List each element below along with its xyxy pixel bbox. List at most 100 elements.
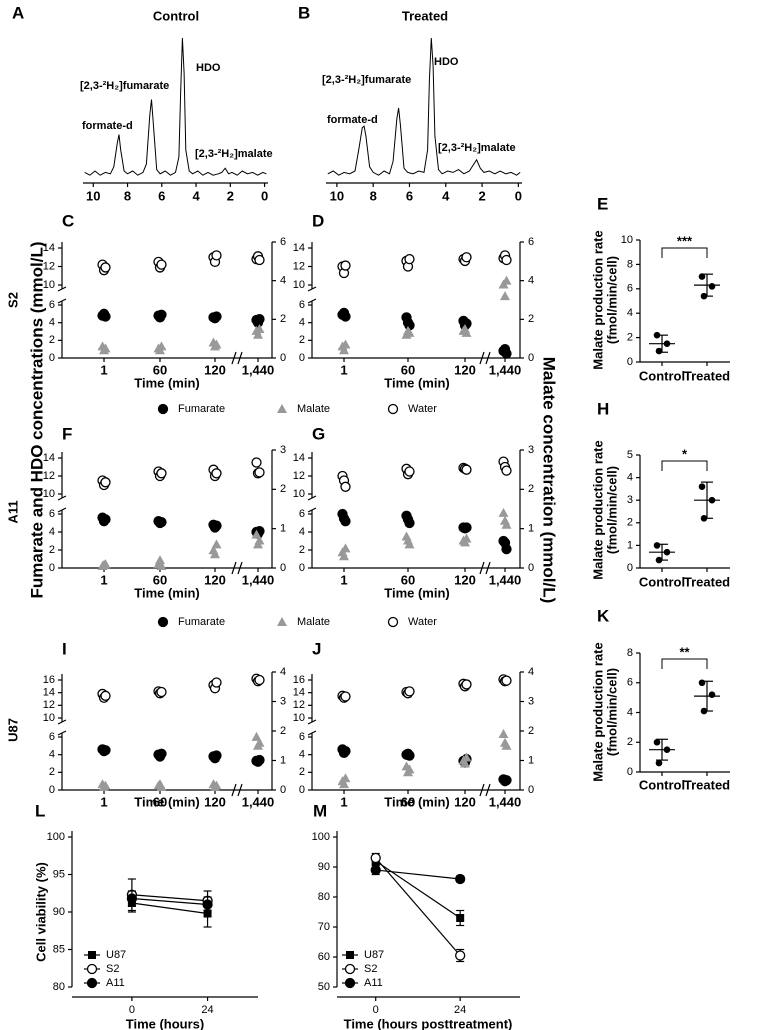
axis-break bbox=[307, 495, 317, 501]
x-tick-label: 0 bbox=[515, 188, 522, 203]
y2-tick-label: 3 bbox=[280, 695, 286, 707]
legend-marker bbox=[86, 963, 98, 975]
y-tick-label: 0 bbox=[49, 352, 55, 364]
marker bbox=[211, 339, 222, 349]
data-point bbox=[663, 340, 671, 348]
marker bbox=[156, 686, 167, 698]
x-axis-title: Time (min) bbox=[384, 585, 450, 600]
data-point bbox=[698, 679, 706, 687]
y-tick-label: 50 bbox=[318, 981, 330, 993]
marker bbox=[340, 745, 351, 757]
y-tick-label: 4 bbox=[299, 749, 305, 761]
data-point bbox=[663, 548, 671, 556]
marker bbox=[100, 780, 111, 790]
marker bbox=[100, 343, 111, 353]
y-tick-label: 10 bbox=[293, 279, 305, 291]
y-tick-label: 95 bbox=[53, 868, 65, 880]
y-tick-label: 12 bbox=[293, 699, 305, 711]
y2-tick-label: 4 bbox=[280, 275, 286, 287]
y-axis-title: Cell viability (%) bbox=[33, 862, 48, 962]
marker bbox=[211, 250, 222, 261]
legend-label: Water bbox=[408, 403, 437, 415]
data-point bbox=[700, 292, 708, 300]
x-tick-label: 0 bbox=[261, 188, 268, 203]
marker bbox=[455, 950, 466, 961]
series-line bbox=[375, 857, 461, 956]
x-axis-title: Time (hours) bbox=[126, 1016, 205, 1030]
marker bbox=[498, 728, 509, 738]
data-point bbox=[663, 746, 671, 753]
y-tick-label: 2 bbox=[299, 544, 305, 556]
marker bbox=[460, 758, 470, 768]
y-tick-label: 10 bbox=[43, 279, 55, 291]
x-tick-label: 1 bbox=[340, 362, 347, 377]
marker bbox=[456, 914, 465, 922]
legend-marker bbox=[157, 403, 169, 415]
panel-label: F bbox=[62, 424, 72, 443]
y-tick-label: 1 bbox=[627, 539, 633, 551]
marker bbox=[404, 764, 415, 774]
marker bbox=[100, 262, 111, 273]
marker bbox=[100, 477, 111, 488]
y-tick-label: 14 bbox=[43, 242, 55, 254]
x-axis-break bbox=[231, 783, 243, 797]
legend-label: S2 bbox=[106, 963, 119, 975]
x-tick-label: 60 bbox=[401, 794, 415, 809]
panel-label: L bbox=[35, 801, 45, 820]
x-axis-break bbox=[479, 351, 491, 365]
panel-label: H bbox=[597, 399, 609, 418]
legend-label: U87 bbox=[106, 949, 126, 961]
x-tick-label: 10 bbox=[86, 188, 100, 203]
y-tick-label: 14 bbox=[43, 452, 55, 464]
axis-break bbox=[307, 730, 317, 736]
marker bbox=[251, 529, 262, 539]
marker bbox=[254, 254, 265, 266]
legend-label: Fumarate bbox=[178, 616, 225, 628]
peak-label: [2,3-²H₂]malate bbox=[195, 148, 273, 160]
peak-label: HDO bbox=[196, 62, 221, 74]
y2-axis-title: Malate concentration (mmol/L) bbox=[540, 357, 559, 604]
y-tick-label: 14 bbox=[293, 687, 305, 699]
y2-tick-label: 1 bbox=[528, 754, 534, 766]
peak-label: formate-d bbox=[82, 120, 133, 132]
legend-marker bbox=[387, 616, 399, 628]
x-tick-label: Treated bbox=[684, 777, 730, 792]
y2-tick-label: 3 bbox=[528, 695, 534, 707]
marker bbox=[100, 690, 111, 701]
peak-label: HDO bbox=[434, 56, 459, 68]
axis-break bbox=[57, 507, 67, 513]
panel-label: A bbox=[12, 3, 24, 22]
x-tick-label: 60 bbox=[401, 572, 415, 587]
y2-tick-label: 0 bbox=[528, 352, 534, 364]
x-tick-label: 120 bbox=[454, 572, 476, 587]
marker bbox=[501, 519, 512, 529]
y-tick-label: 4 bbox=[299, 526, 305, 538]
y-tick-label: 2 bbox=[299, 766, 305, 778]
marker bbox=[254, 674, 265, 686]
y-tick-label: 5 bbox=[627, 449, 633, 461]
marker bbox=[501, 675, 512, 686]
marker bbox=[404, 327, 415, 337]
y-tick-label: 12 bbox=[43, 699, 55, 711]
marker bbox=[126, 893, 138, 904]
data-point bbox=[655, 347, 663, 355]
x-tick-label: 1,440 bbox=[489, 572, 522, 587]
y-tick-label: 6 bbox=[49, 299, 55, 311]
y-tick-label: 0 bbox=[49, 784, 55, 796]
x-tick-label: 1 bbox=[340, 572, 347, 587]
y-tick-label: 100 bbox=[312, 831, 330, 843]
marker bbox=[211, 311, 222, 322]
y2-tick-label: 4 bbox=[528, 666, 534, 678]
y-tick-label: 4 bbox=[49, 526, 55, 538]
y2-tick-label: 6 bbox=[528, 236, 534, 248]
marker bbox=[100, 745, 111, 756]
y-tick-label: 2 bbox=[627, 332, 633, 344]
legend-marker bbox=[157, 616, 169, 628]
y2-tick-label: 2 bbox=[528, 483, 534, 495]
marker bbox=[156, 259, 167, 270]
marker bbox=[156, 516, 167, 528]
marker bbox=[340, 481, 351, 492]
x-tick-label: 24 bbox=[201, 1004, 213, 1016]
legend-marker bbox=[387, 403, 399, 415]
x-tick-label: 1 bbox=[100, 794, 107, 809]
